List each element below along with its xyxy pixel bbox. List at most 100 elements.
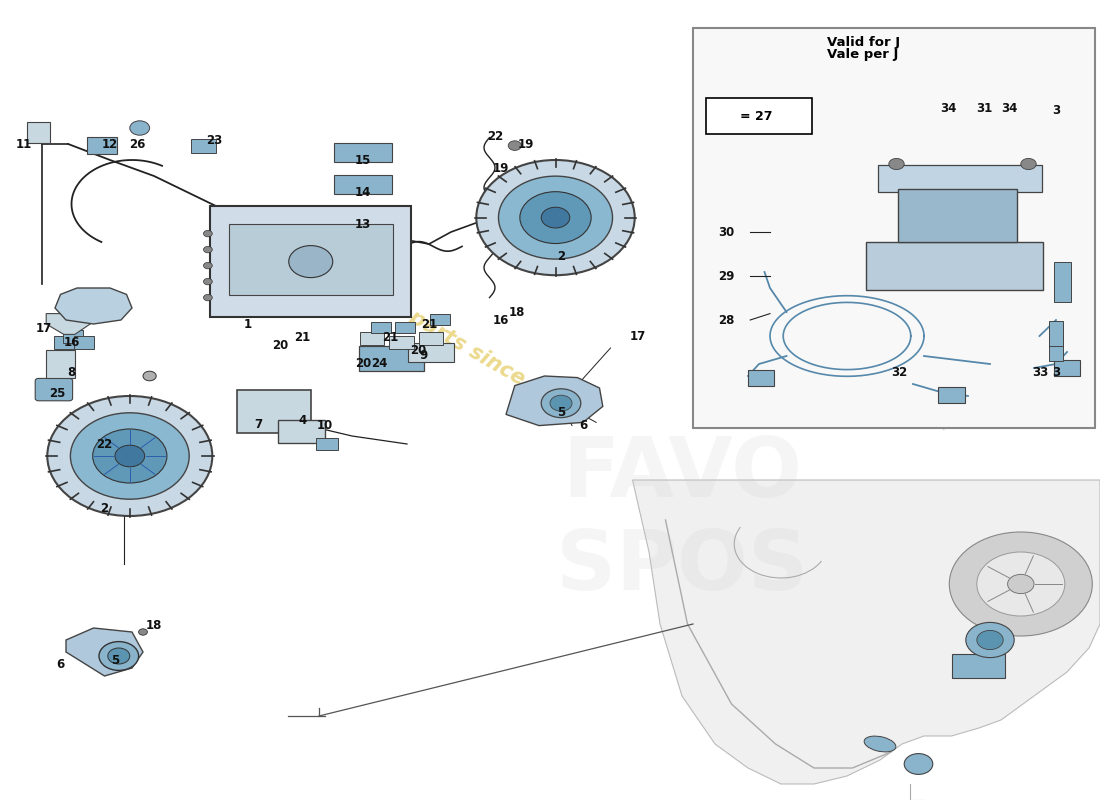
Circle shape: [130, 121, 150, 135]
FancyBboxPatch shape: [389, 336, 414, 349]
Circle shape: [204, 262, 212, 269]
Text: 12: 12: [102, 138, 118, 150]
FancyBboxPatch shape: [210, 206, 411, 317]
FancyBboxPatch shape: [748, 370, 774, 386]
Circle shape: [949, 532, 1092, 636]
FancyBboxPatch shape: [360, 332, 384, 345]
Text: 10: 10: [317, 419, 332, 432]
FancyBboxPatch shape: [1054, 360, 1080, 376]
Circle shape: [904, 754, 933, 774]
Text: 9: 9: [419, 350, 428, 362]
Text: 5: 5: [557, 406, 565, 418]
FancyBboxPatch shape: [952, 654, 1005, 678]
FancyBboxPatch shape: [1049, 335, 1063, 361]
Text: = 27: = 27: [740, 110, 773, 122]
Text: 6: 6: [579, 419, 587, 432]
Text: 31: 31: [977, 102, 992, 114]
Text: Vale per J: Vale per J: [827, 48, 899, 61]
FancyBboxPatch shape: [334, 207, 392, 226]
FancyBboxPatch shape: [74, 336, 94, 349]
FancyBboxPatch shape: [938, 387, 965, 403]
Circle shape: [204, 278, 212, 285]
Text: 2: 2: [100, 502, 109, 514]
Text: 22: 22: [487, 130, 503, 142]
Polygon shape: [934, 416, 954, 429]
Polygon shape: [66, 628, 143, 676]
Text: 15: 15: [355, 154, 371, 166]
FancyBboxPatch shape: [866, 242, 1043, 290]
Circle shape: [498, 176, 613, 259]
Polygon shape: [506, 376, 603, 426]
Circle shape: [92, 429, 167, 483]
Text: 1: 1: [243, 318, 252, 330]
FancyBboxPatch shape: [1054, 262, 1071, 302]
Circle shape: [204, 294, 212, 301]
FancyBboxPatch shape: [359, 346, 424, 371]
FancyBboxPatch shape: [191, 139, 216, 153]
Circle shape: [476, 160, 635, 275]
FancyBboxPatch shape: [430, 314, 450, 325]
Circle shape: [99, 642, 139, 670]
Text: 26: 26: [130, 138, 145, 150]
Circle shape: [47, 396, 212, 516]
Text: 3: 3: [1052, 366, 1060, 378]
FancyBboxPatch shape: [395, 322, 415, 333]
Text: 30: 30: [718, 226, 734, 238]
Circle shape: [966, 622, 1014, 658]
Text: 34: 34: [1002, 102, 1018, 114]
Polygon shape: [46, 314, 90, 334]
Text: 20: 20: [273, 339, 288, 352]
Text: 21: 21: [383, 331, 398, 344]
Text: Valid for J: Valid for J: [827, 36, 900, 49]
Polygon shape: [716, 112, 734, 124]
Circle shape: [108, 648, 130, 664]
Circle shape: [520, 192, 591, 243]
FancyBboxPatch shape: [35, 378, 73, 401]
Text: 18: 18: [146, 619, 162, 632]
FancyBboxPatch shape: [706, 98, 812, 134]
Text: 11: 11: [16, 138, 32, 150]
Text: 21: 21: [295, 331, 310, 344]
FancyBboxPatch shape: [278, 420, 324, 443]
FancyBboxPatch shape: [28, 122, 50, 143]
Text: 23: 23: [207, 134, 222, 146]
FancyBboxPatch shape: [63, 330, 82, 343]
FancyBboxPatch shape: [54, 336, 74, 349]
Text: 13: 13: [355, 218, 371, 230]
Circle shape: [541, 207, 570, 228]
FancyBboxPatch shape: [408, 343, 454, 362]
Polygon shape: [55, 288, 132, 324]
Text: 16: 16: [493, 314, 508, 326]
Text: 33: 33: [1033, 366, 1048, 378]
FancyBboxPatch shape: [878, 165, 1042, 192]
Text: 14: 14: [355, 186, 371, 198]
Circle shape: [541, 389, 581, 418]
Circle shape: [143, 371, 156, 381]
Circle shape: [204, 230, 212, 237]
Text: 7: 7: [254, 418, 263, 430]
Text: 24: 24: [372, 358, 387, 370]
Ellipse shape: [865, 736, 895, 752]
FancyBboxPatch shape: [236, 390, 311, 433]
FancyBboxPatch shape: [334, 143, 392, 162]
Polygon shape: [917, 114, 937, 127]
Text: 2: 2: [557, 250, 565, 262]
Circle shape: [550, 395, 572, 411]
Text: 19: 19: [493, 162, 508, 174]
Text: 34: 34: [940, 102, 956, 114]
Text: 17: 17: [36, 322, 52, 334]
Text: aviasionracing parts since 1999: aviasionracing parts since 1999: [251, 218, 585, 422]
Text: 4: 4: [298, 414, 307, 426]
Circle shape: [204, 246, 212, 253]
Text: 19: 19: [518, 138, 534, 150]
Text: 22: 22: [97, 438, 112, 450]
Text: 5: 5: [111, 654, 120, 666]
Text: 20: 20: [355, 358, 371, 370]
Circle shape: [1021, 158, 1036, 170]
Text: FAVO
SPOS: FAVO SPOS: [556, 433, 808, 607]
FancyBboxPatch shape: [898, 189, 1018, 242]
FancyBboxPatch shape: [229, 224, 393, 295]
Text: 21: 21: [421, 318, 437, 330]
Circle shape: [508, 141, 521, 150]
FancyBboxPatch shape: [334, 175, 392, 194]
